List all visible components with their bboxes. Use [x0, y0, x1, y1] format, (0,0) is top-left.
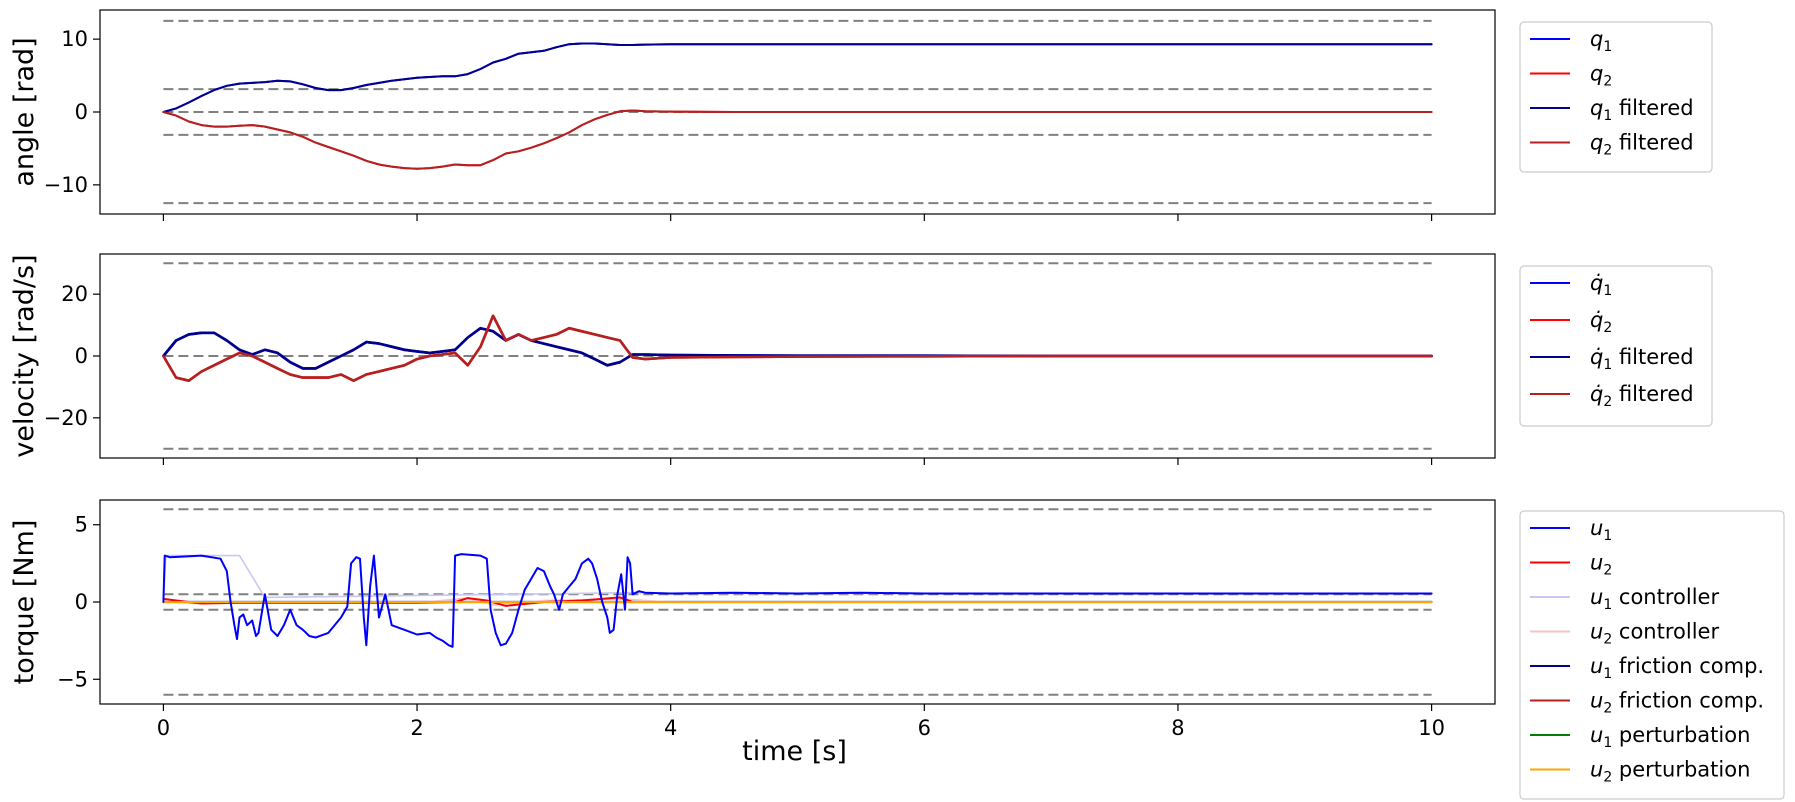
y-tick-label: 0 [75, 100, 88, 124]
legend-entry-q1f: q1 filtered [1590, 96, 1694, 124]
y-tick-label: 0 [75, 344, 88, 368]
series-u1 [162, 553, 1433, 648]
legend-entry-u2: u2 [1590, 551, 1612, 579]
legend-0: q1 q2 q1 filtered q2 filtered [1519, 21, 1713, 173]
legend-entry-u1f: u1 friction comp. [1590, 654, 1764, 682]
y-axis-label: angle [rad] [9, 37, 40, 186]
legend-entry-dq1: q̇1 [1590, 271, 1612, 299]
plot-area-0 [162, 19, 1433, 205]
y-axis-label: velocity [rad/s] [9, 254, 40, 457]
series-q1 [162, 42, 1433, 113]
y-tick-label: 20 [61, 282, 88, 306]
series-dq1f [162, 326, 1433, 370]
legend-1: q̇1 q̇2 q̇1 filtered q̇2 filtered [1519, 265, 1713, 427]
legend-entry-u2f: u2 friction comp. [1590, 689, 1764, 717]
series-dq2 [162, 314, 1433, 383]
x-tick-label: 0 [157, 716, 170, 740]
legend-entry-q2: q2 [1590, 62, 1612, 90]
series-q2 [162, 109, 1433, 170]
legend-entry-q2f: q2 filtered [1590, 131, 1694, 159]
x-tick-label: 4 [664, 716, 677, 740]
plot-area-2 [162, 508, 1433, 696]
y-tick-label: 0 [75, 590, 88, 614]
y-tick-label: 10 [61, 27, 88, 51]
legend-entry-u1p: u1 perturbation [1590, 723, 1750, 751]
x-tick-label: 2 [410, 716, 423, 740]
y-tick-label: −20 [44, 406, 88, 430]
legend-box [1519, 265, 1713, 427]
series-q2f [162, 109, 1433, 170]
plot-area-1 [162, 262, 1433, 450]
legend-entry-dq2f: q̇2 filtered [1590, 382, 1694, 410]
x-tick-label: 6 [918, 716, 931, 740]
legend-entry-u1c: u1 controller [1590, 585, 1719, 613]
legend-box [1519, 510, 1785, 800]
panel-0: −10 0 10 angle [rad] q1 q2 q1 filtered q2 filte… [9, 9, 1713, 221]
legend-entry-dq1f: q̇1 filtered [1590, 345, 1694, 373]
legend-entry-u2c: u2 controller [1590, 620, 1719, 648]
y-tick-label: −5 [57, 667, 88, 691]
y-tick-label: −10 [44, 173, 88, 197]
legend-entry-q1: q1 [1590, 27, 1612, 55]
panel-1: −20 0 20 velocity [rad/s] q̇1 q̇2 q̇1 filtered… [9, 253, 1713, 465]
y-axis-label: torque [Nm] [9, 520, 40, 685]
x-axis-label: time [s] [742, 736, 847, 767]
legend-entry-u2p: u2 perturbation [1590, 758, 1750, 786]
legend-entry-dq2: q̇2 [1590, 308, 1612, 336]
y-tick-label: 5 [75, 513, 88, 537]
x-tick-label: 10 [1418, 716, 1445, 740]
legend-2: u1 u2 u1 controller u2 controller u1 frictio… [1519, 510, 1785, 800]
series-q1f [162, 42, 1433, 113]
legend-entry-u1: u1 [1590, 516, 1612, 544]
legend-box [1519, 21, 1713, 173]
series-dq2f [162, 314, 1433, 383]
x-tick-label: 8 [1171, 716, 1184, 740]
